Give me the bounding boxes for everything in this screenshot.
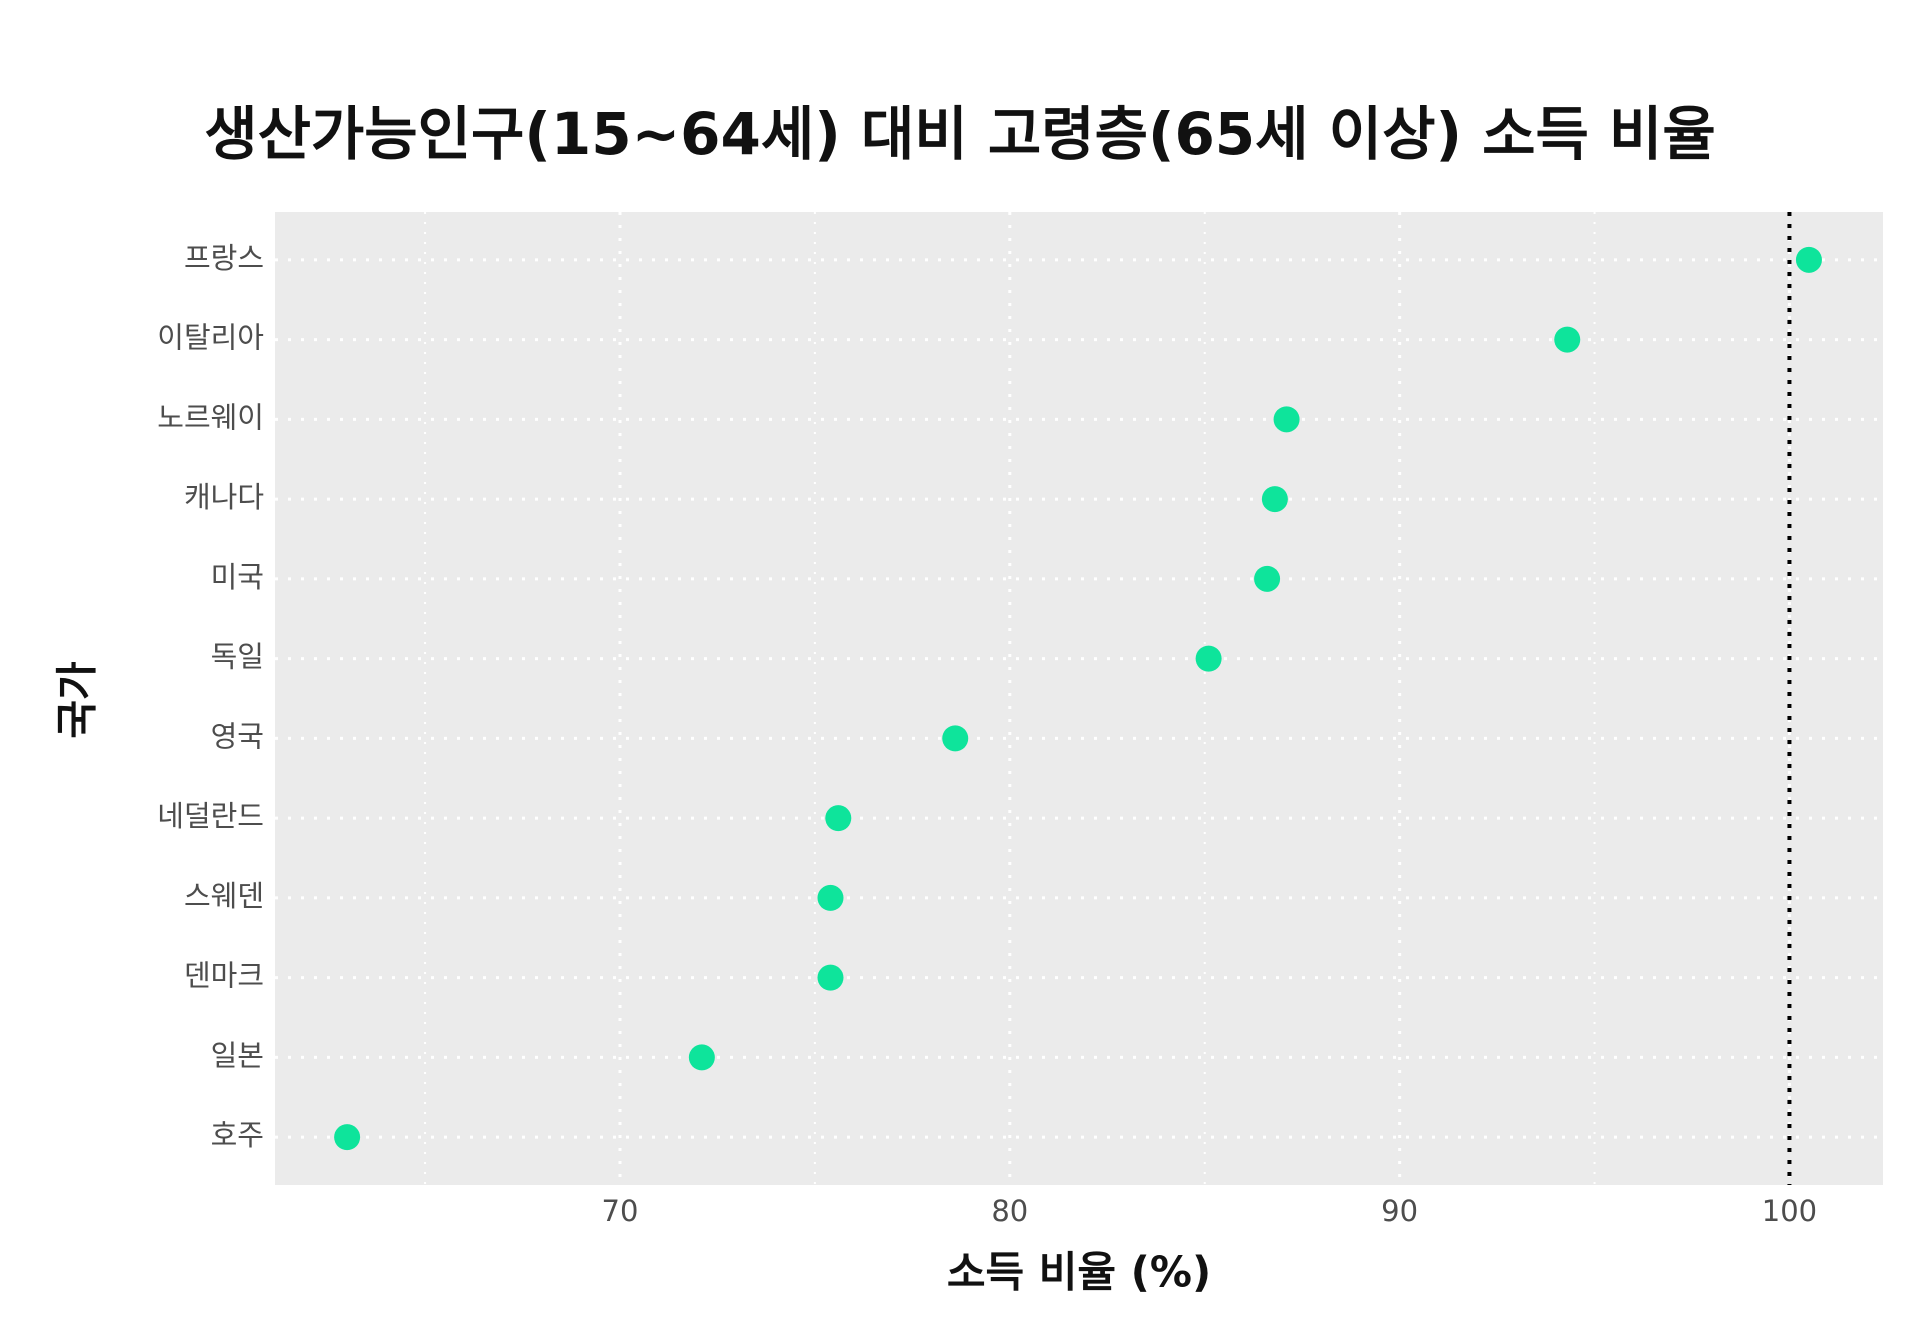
chart-title: 생산가능인구(15~64세) 대비 고령층(65세 이상) 소득 비율 (204, 100, 1716, 168)
dot (334, 1124, 361, 1151)
dot (1261, 486, 1288, 513)
dot (1554, 326, 1581, 353)
x-axis-label: 소득 비율 (%) (947, 1248, 1211, 1297)
y-axis-label: 국가 (53, 661, 102, 738)
dot (1254, 565, 1281, 592)
dot (942, 725, 969, 752)
y-tick-label: 스웨덴 (184, 879, 264, 913)
y-tick-label: 덴마크 (184, 959, 264, 993)
y-tick-label: 일본 (211, 1038, 264, 1072)
y-tick-label: 프랑스 (184, 241, 264, 275)
dot (817, 884, 844, 911)
y-tick-label: 이탈리아 (157, 321, 264, 355)
x-tick-label: 90 (1381, 1194, 1418, 1228)
y-tick-label: 독일 (211, 640, 264, 674)
panel (275, 212, 1883, 1185)
y-tick-label: 캐나다 (184, 480, 264, 514)
y-tick-label: 네덜란드 (157, 799, 264, 833)
y-tick-label: 영국 (211, 719, 264, 753)
dot (1273, 406, 1300, 433)
x-tick-label: 80 (991, 1194, 1028, 1228)
dot (817, 964, 844, 991)
y-tick-label: 노르웨이 (157, 400, 264, 434)
dot (1795, 246, 1822, 273)
dot (688, 1044, 715, 1071)
x-tick-label: 70 (602, 1194, 639, 1228)
y-tick-label: 호주 (211, 1118, 264, 1152)
x-tick-label: 100 (1762, 1194, 1817, 1228)
dot (1195, 645, 1222, 672)
dot (825, 805, 852, 832)
y-tick-label: 미국 (211, 560, 264, 594)
